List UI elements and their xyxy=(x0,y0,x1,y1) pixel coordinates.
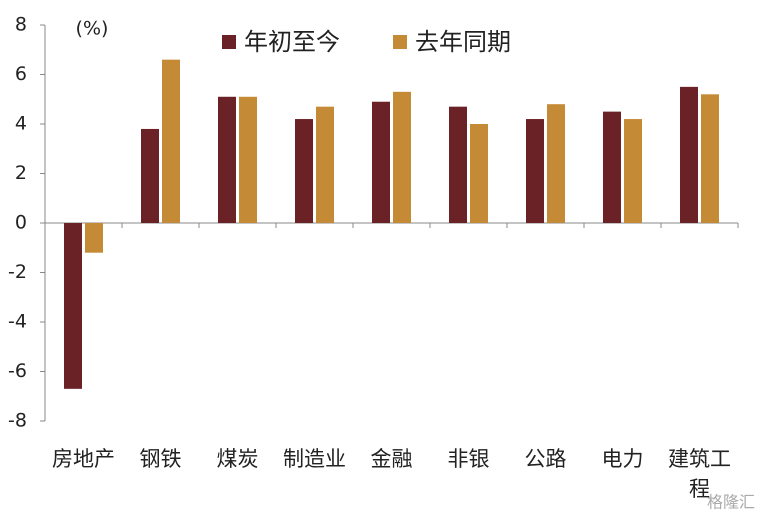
bar xyxy=(372,101,390,223)
bar xyxy=(85,223,103,253)
y-tick-label: -8 xyxy=(8,410,27,432)
bar xyxy=(603,111,621,223)
bar xyxy=(141,128,159,223)
bar xyxy=(218,96,236,223)
bar xyxy=(526,119,544,223)
x-tick-label: 金融 xyxy=(370,447,413,471)
x-tick-label: 电力 xyxy=(601,447,644,471)
bar xyxy=(316,106,334,223)
bar xyxy=(701,94,719,223)
x-tick-label: 建筑工程 xyxy=(668,447,731,501)
bar xyxy=(162,59,180,224)
bar xyxy=(680,86,698,223)
watermark: 格隆汇 xyxy=(707,493,755,512)
x-tick-label: 制造业 xyxy=(283,447,346,471)
bar xyxy=(624,119,642,223)
y-tick-label: -2 xyxy=(8,261,27,283)
bar xyxy=(295,119,313,223)
x-tick-label: 公路 xyxy=(524,447,567,471)
legend-label: 年初至今 xyxy=(244,28,340,56)
bar xyxy=(239,96,257,223)
x-tick-label: 煤炭 xyxy=(216,447,259,471)
bar xyxy=(393,91,411,223)
legend-swatch xyxy=(222,35,236,49)
x-tick-label: 房地产 xyxy=(52,447,115,471)
bar xyxy=(64,223,82,389)
bar xyxy=(449,106,467,223)
y-tick-label: -6 xyxy=(8,360,27,382)
y-tick-label: -4 xyxy=(8,311,27,333)
x-tick-label: 钢铁 xyxy=(139,447,182,471)
y-tick-label: 6 xyxy=(15,63,27,85)
unit-label: (%) xyxy=(76,18,109,40)
legend-swatch xyxy=(393,35,407,49)
legend-label: 去年同期 xyxy=(415,28,511,56)
y-tick-label: 2 xyxy=(15,162,27,184)
bar xyxy=(547,104,565,223)
bar xyxy=(470,124,488,223)
y-tick-label: 0 xyxy=(15,212,27,234)
y-tick-label: 4 xyxy=(15,113,27,135)
x-tick-label: 非银 xyxy=(447,447,490,471)
y-tick-label: 8 xyxy=(15,14,27,36)
